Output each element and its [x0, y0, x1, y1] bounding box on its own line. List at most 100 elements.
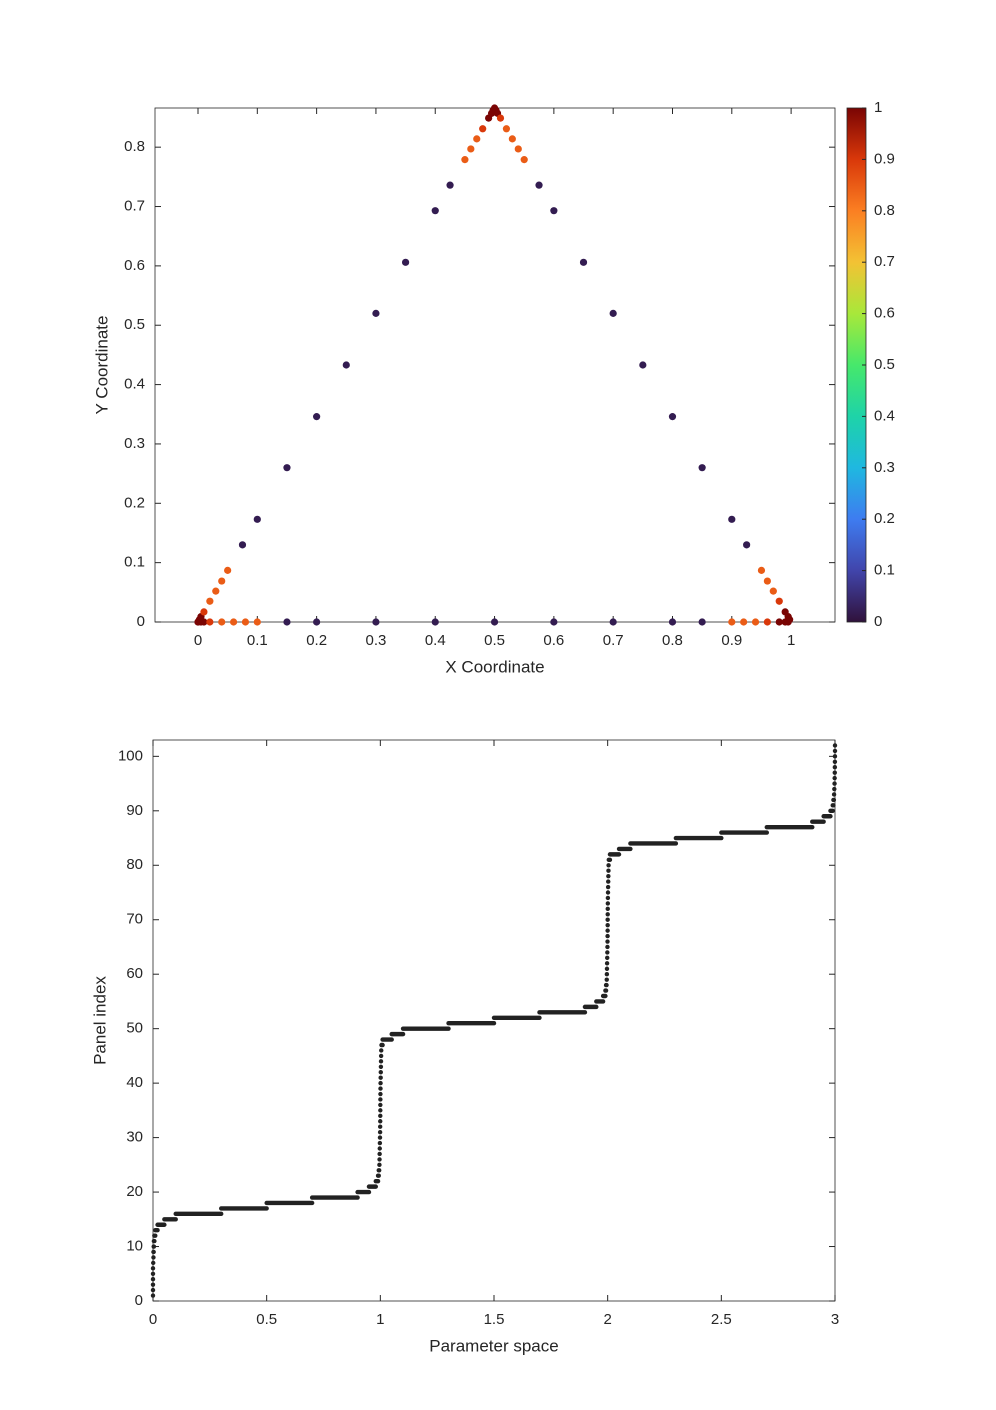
- y-tick-label: 0.4: [124, 376, 145, 393]
- panel-run: [377, 1124, 383, 1129]
- panel-run: [377, 1162, 382, 1168]
- panel-run: [605, 884, 611, 890]
- point: [313, 413, 321, 421]
- colorbar-tick-label: 1: [874, 99, 882, 116]
- panel-run: [605, 895, 611, 901]
- panel-run: [603, 988, 609, 993]
- point: [253, 515, 261, 523]
- point: [743, 541, 751, 549]
- point: [200, 608, 208, 616]
- panel-run: [378, 1108, 383, 1113]
- colorbar-tick-label: 0.1: [874, 562, 895, 579]
- point: [775, 618, 783, 626]
- point: [212, 587, 220, 595]
- colorbar-tick-label: 0.4: [874, 407, 895, 424]
- panel-run: [830, 803, 836, 808]
- point: [372, 618, 380, 626]
- x-tick-label: 0.6: [543, 632, 564, 649]
- panel-run: [605, 950, 610, 955]
- panel-run: [219, 1206, 269, 1211]
- point: [579, 258, 588, 266]
- panel-run: [378, 1059, 384, 1064]
- y-tick-label: 0.7: [124, 197, 145, 214]
- colorbar-tick-label: 0.5: [874, 356, 895, 373]
- x-tick-label: 1: [376, 1311, 384, 1328]
- panel-run: [673, 835, 724, 841]
- panel-run: [606, 863, 611, 868]
- y-axis-label: Y Coordinate: [92, 316, 111, 415]
- panel-run: [831, 797, 837, 803]
- point: [238, 541, 247, 549]
- panel-run: [378, 1102, 383, 1108]
- y-tick-label: 30: [126, 1129, 143, 1146]
- y-tick-label: 0: [137, 613, 145, 630]
- panel-run: [821, 814, 833, 819]
- point: [218, 618, 226, 626]
- plot-area: [152, 739, 836, 1302]
- panel-run: [152, 1233, 158, 1238]
- point: [535, 181, 543, 189]
- panel-run: [605, 906, 610, 912]
- point: [508, 135, 516, 143]
- point: [668, 413, 677, 421]
- point: [639, 361, 647, 369]
- y-tick-label: 0.1: [124, 554, 145, 571]
- y-tick-label: 50: [126, 1020, 143, 1037]
- colorbar-tick-label: 0.8: [874, 202, 895, 219]
- panel-run: [764, 824, 815, 830]
- point: [431, 207, 439, 215]
- panel-run: [151, 1249, 156, 1255]
- panel-run: [389, 1031, 406, 1037]
- panel-run: [173, 1211, 224, 1217]
- point: [206, 597, 214, 605]
- x-axis-label: Parameter space: [429, 1336, 558, 1355]
- y-tick-label: 0.6: [124, 257, 145, 274]
- x-tick-label: 1: [787, 632, 795, 649]
- panel-run: [378, 1064, 384, 1069]
- point: [786, 616, 794, 624]
- point: [514, 145, 522, 153]
- panel-run: [150, 1271, 156, 1276]
- point: [763, 577, 771, 585]
- y-tick-label: 60: [126, 965, 143, 982]
- panel-run: [605, 890, 611, 895]
- point: [496, 114, 505, 122]
- point: [241, 618, 250, 626]
- panel-run: [375, 1173, 381, 1178]
- panel-run: [377, 1129, 383, 1135]
- point: [502, 125, 511, 133]
- point: [757, 566, 766, 574]
- panel-run: [378, 1097, 383, 1102]
- panel-run: [379, 1048, 384, 1053]
- point: [229, 618, 238, 626]
- plot-area: [154, 107, 836, 623]
- panel-run: [604, 972, 610, 977]
- panel-run: [378, 1113, 383, 1119]
- x-tick-label: 0.8: [662, 632, 683, 649]
- x-tick-label: 2: [603, 1311, 611, 1328]
- panel-run: [603, 982, 609, 988]
- x-tick-label: 1.5: [484, 1311, 505, 1328]
- panel-run: [606, 879, 611, 884]
- point: [479, 125, 487, 133]
- y-tick-label: 80: [126, 856, 143, 873]
- point: [313, 618, 321, 626]
- panel-run: [594, 999, 606, 1004]
- panel-run: [355, 1189, 372, 1195]
- panel-run: [537, 1010, 588, 1015]
- x-tick-label: 3: [831, 1311, 839, 1328]
- panel-run: [377, 1151, 382, 1157]
- axes: 0 0.1 0.2 0.3 0.4 0.5 0.6 0.7 0.8 0.9 1 0 0.1 0.2 0.3 0…: [92, 107, 836, 676]
- point: [609, 618, 617, 626]
- x-tick-label: 0.9: [721, 632, 742, 649]
- panel-run: [377, 1135, 383, 1140]
- panel-run: [378, 1070, 383, 1075]
- panel-run: [605, 922, 610, 928]
- panel-run: [606, 857, 613, 863]
- y-tick-label: 0.8: [124, 138, 145, 155]
- colorbar-tick-label: 0: [874, 613, 882, 630]
- panel-run: [377, 1157, 382, 1162]
- point: [218, 577, 226, 585]
- panel-run: [605, 928, 610, 933]
